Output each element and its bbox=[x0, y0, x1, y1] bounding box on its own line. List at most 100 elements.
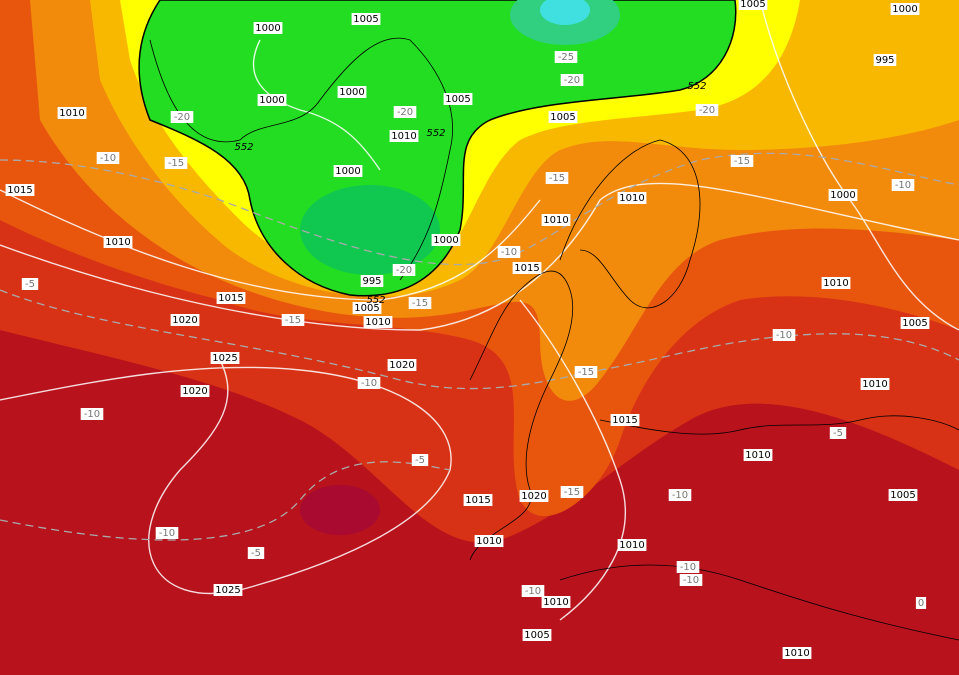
isobar-label-box bbox=[216, 292, 246, 304]
isobar-label-box bbox=[387, 359, 417, 371]
temperature-label: -20 bbox=[392, 264, 416, 276]
isobar-label: 1010 bbox=[782, 647, 812, 659]
isobar-label-box bbox=[828, 189, 858, 201]
isobars bbox=[0, 0, 959, 621]
isobar-label: 1005 bbox=[548, 111, 578, 123]
isobar-label: 1025 bbox=[213, 584, 243, 596]
temperature-label-text: -10 bbox=[672, 490, 688, 501]
isobar-label: 1000 bbox=[337, 86, 367, 98]
isobar-label-text: 1025 bbox=[212, 353, 237, 364]
temperature-label-text: -15 bbox=[564, 487, 580, 498]
temperature-label-text: -5 bbox=[415, 455, 425, 466]
isobar-label-text: 1015 bbox=[7, 185, 32, 196]
height-label: 552 bbox=[687, 81, 706, 92]
cold-pocket bbox=[540, 0, 590, 25]
isobar-label-box bbox=[103, 236, 133, 248]
temperature-label: -5 bbox=[21, 278, 39, 290]
temperature-label-box bbox=[679, 574, 703, 586]
isobar-label: 1000 bbox=[890, 3, 920, 15]
isobar-label-text: 1015 bbox=[612, 415, 637, 426]
isobar-label-box bbox=[257, 94, 287, 106]
isobar-label-box bbox=[5, 184, 35, 196]
isobar-label-box bbox=[351, 13, 381, 25]
temperature-label-text: -20 bbox=[174, 112, 190, 123]
isobar-label: 1010 bbox=[743, 449, 773, 461]
temperature-label-text: -15 bbox=[734, 156, 750, 167]
isobar-label-box bbox=[57, 107, 87, 119]
temperature-label-text: -15 bbox=[168, 158, 184, 169]
isobar-label-box bbox=[443, 93, 473, 105]
isobar-label-text: 1010 bbox=[365, 317, 390, 328]
isobar-label-text: 1010 bbox=[784, 648, 809, 659]
isobar-label-text: 1010 bbox=[543, 215, 568, 226]
temperature-label-text: -10 bbox=[683, 575, 699, 586]
isobar-label-text: 995 bbox=[875, 55, 894, 66]
isobar-label-text: 1015 bbox=[514, 263, 539, 274]
isobar-label: 1005 bbox=[352, 302, 382, 314]
isobar-label-box bbox=[210, 352, 240, 364]
isobar-label-text: 1010 bbox=[823, 278, 848, 289]
temperature-label-text: -20 bbox=[699, 105, 715, 116]
temperature-label-box bbox=[730, 155, 754, 167]
isobar-label: 1010 bbox=[363, 316, 393, 328]
isobar-label-text: 1020 bbox=[389, 360, 414, 371]
isobar-label-box bbox=[610, 414, 640, 426]
warm-pocket bbox=[300, 485, 380, 535]
isobar-label-text: 1015 bbox=[465, 495, 490, 506]
temperature-label: 0 bbox=[915, 597, 927, 609]
temperature-label: -5 bbox=[829, 427, 847, 439]
temperature-label-text: -10 bbox=[361, 378, 377, 389]
temperature-label-box bbox=[574, 366, 598, 378]
isobar-label: 1015 bbox=[512, 262, 542, 274]
temperature-label-text: -20 bbox=[397, 107, 413, 118]
temperature-label-text: -10 bbox=[680, 562, 696, 573]
isobar-label-box bbox=[170, 314, 200, 326]
temperature-label-box bbox=[521, 585, 545, 597]
isobar-label: 1000 bbox=[257, 94, 287, 106]
isobar-label-box bbox=[389, 130, 419, 142]
isobar-label-box bbox=[352, 302, 382, 314]
isobar-label: 1010 bbox=[103, 236, 133, 248]
isobar-label-text: 995 bbox=[362, 276, 381, 287]
isobar-label-text: 1010 bbox=[105, 237, 130, 248]
temperature-label-box bbox=[281, 314, 305, 326]
isobar-label-text: 1005 bbox=[445, 94, 470, 105]
temperature-label: -20 bbox=[560, 74, 584, 86]
isobar-label-box bbox=[522, 629, 552, 641]
temperature-label: -5 bbox=[411, 454, 429, 466]
isobar-label-text: 1020 bbox=[521, 491, 546, 502]
temperature-label: -10 bbox=[521, 585, 545, 597]
isobar-label-text: 1000 bbox=[339, 87, 364, 98]
temperature-label: -15 bbox=[408, 297, 432, 309]
cold-core bbox=[138, 0, 737, 297]
isobar-label-text: 1000 bbox=[830, 190, 855, 201]
isobar-label-box bbox=[617, 539, 647, 551]
isobar-label-box bbox=[890, 3, 920, 15]
isobar-label: 995 bbox=[360, 275, 384, 287]
temperature-label-text: -15 bbox=[578, 367, 594, 378]
isobar-label: 1020 bbox=[170, 314, 200, 326]
isobar-label-box bbox=[512, 262, 542, 274]
isobar-label-text: 1000 bbox=[259, 95, 284, 106]
isobar-label: 1010 bbox=[821, 277, 851, 289]
isobar-label-box bbox=[363, 316, 393, 328]
isobar-label-box bbox=[738, 0, 768, 10]
isobar-label-box bbox=[888, 489, 918, 501]
temperature-label-text: -10 bbox=[501, 247, 517, 258]
temperature-label-text: -5 bbox=[251, 548, 261, 559]
temperature-label-text: -15 bbox=[285, 315, 301, 326]
temperature-label-text: -10 bbox=[525, 586, 541, 597]
temperature-label-text: 0 bbox=[918, 598, 924, 609]
temperature-label: -10 bbox=[80, 408, 104, 420]
temperature-label: -10 bbox=[357, 377, 381, 389]
isobar-label-box bbox=[541, 596, 571, 608]
isobar-label-text: 1005 bbox=[353, 14, 378, 25]
isobar-label-text: 1020 bbox=[182, 386, 207, 397]
isobar-label-text: 1010 bbox=[745, 450, 770, 461]
isobar-label: 1010 bbox=[541, 214, 571, 226]
temperature-label: -25 bbox=[554, 51, 578, 63]
isobar-label: 1015 bbox=[610, 414, 640, 426]
temperature-label-text: -10 bbox=[159, 528, 175, 539]
isobar-label-box bbox=[541, 214, 571, 226]
